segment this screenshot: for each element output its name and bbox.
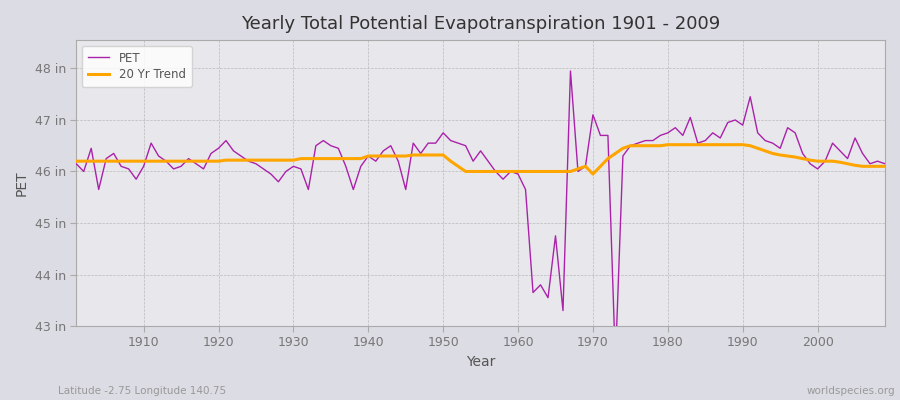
20 Yr Trend [71,159,82,164]
20 Yr Trend [130,159,141,164]
Title: Yearly Total Potential Evapotranspiration 1901 - 2009: Yearly Total Potential Evapotranspiratio… [241,15,720,33]
Line: PET: PET [76,71,885,362]
20 Yr Trend [879,164,890,169]
Y-axis label: PET: PET [15,170,29,196]
Text: Latitude -2.75 Longitude 140.75: Latitude -2.75 Longitude 140.75 [58,386,227,396]
PET [565,69,576,74]
PET [130,177,141,182]
PET [340,164,351,169]
20 Yr Trend [295,156,306,161]
20 Yr Trend [505,169,516,174]
20 Yr Trend [610,151,621,156]
PET [610,360,621,364]
20 Yr Trend [588,172,598,176]
20 Yr Trend [340,156,351,161]
Line: 20 Yr Trend: 20 Yr Trend [76,145,885,174]
Text: worldspecies.org: worldspecies.org [807,386,896,396]
PET [879,161,890,166]
PET [295,166,306,171]
Legend: PET, 20 Yr Trend: PET, 20 Yr Trend [82,46,192,87]
PET [71,161,82,166]
PET [617,154,628,158]
20 Yr Trend [662,142,673,147]
X-axis label: Year: Year [466,355,495,369]
20 Yr Trend [513,169,524,174]
PET [513,172,524,176]
PET [505,169,516,174]
